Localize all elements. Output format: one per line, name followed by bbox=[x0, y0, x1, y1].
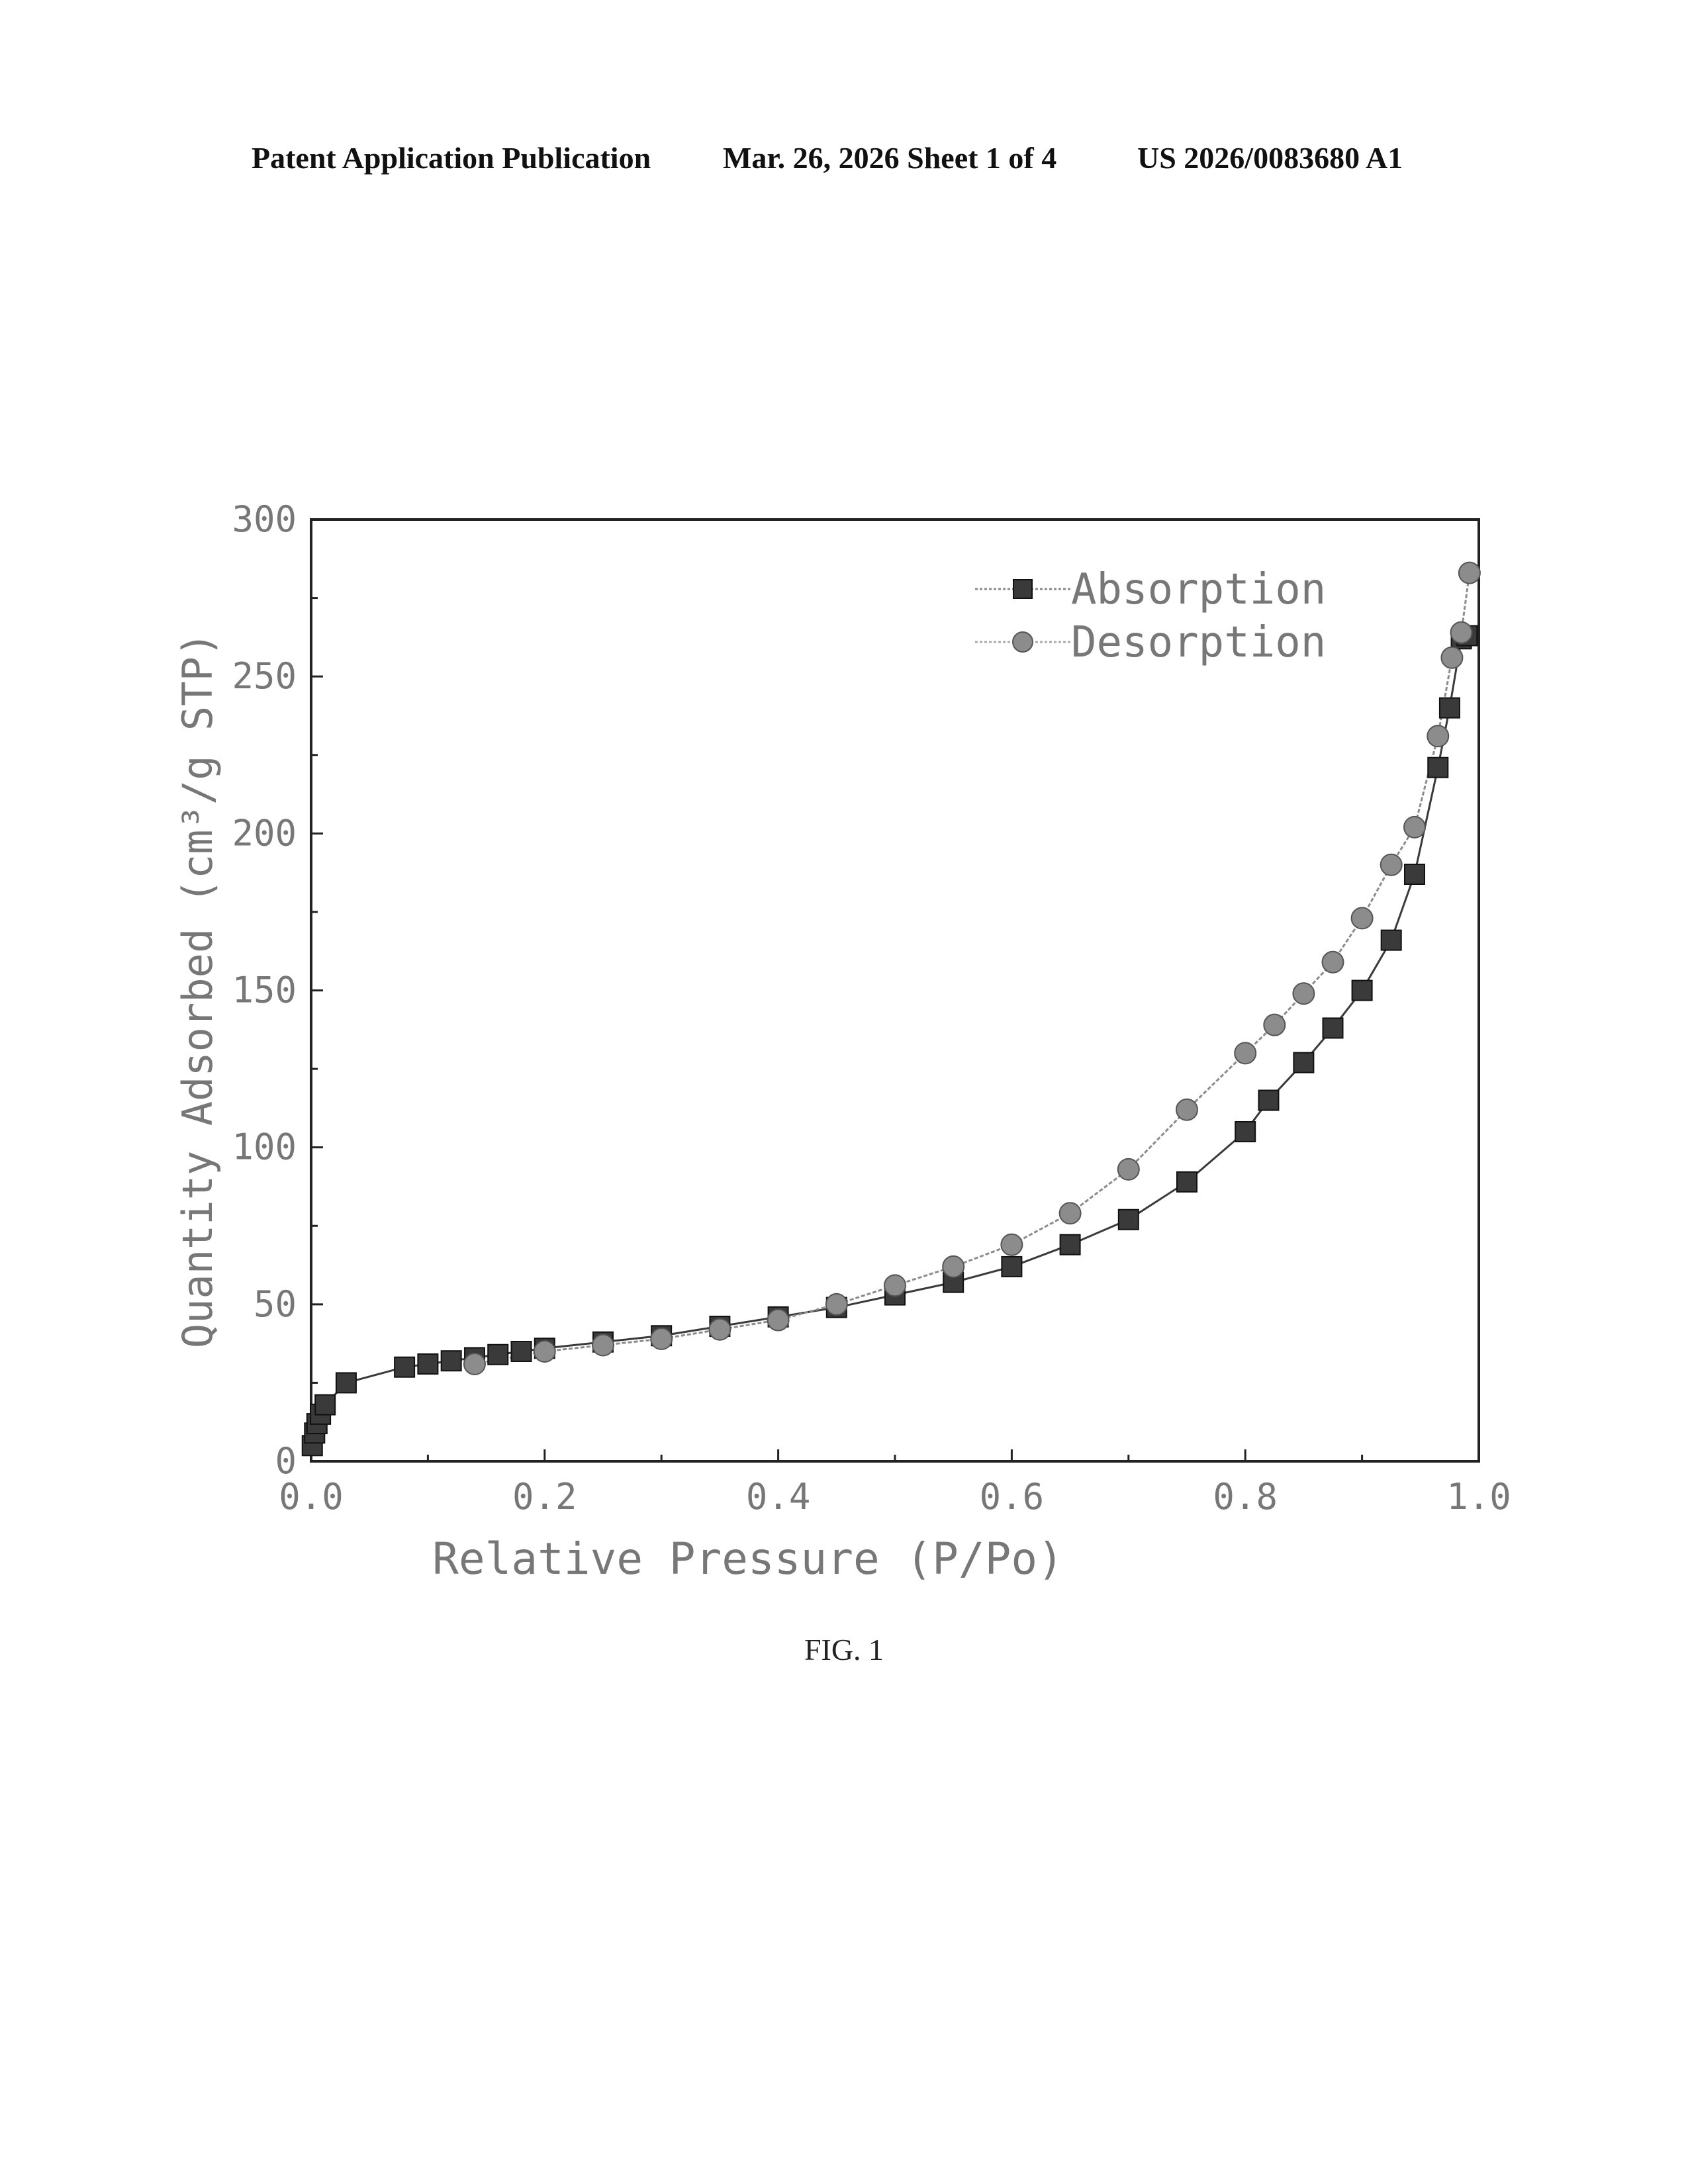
publication-date-sheet: Mar. 26, 2026 Sheet 1 of 4 bbox=[723, 141, 1057, 175]
y-tick-label: 0 bbox=[275, 1440, 297, 1482]
desorption-point bbox=[1350, 907, 1374, 930]
x-tick-label: 1.0 bbox=[1446, 1476, 1511, 1518]
desorption-point bbox=[533, 1340, 556, 1363]
absorption-point bbox=[440, 1350, 462, 1372]
absorption-point bbox=[1403, 863, 1425, 885]
desorption-point bbox=[592, 1334, 614, 1357]
y-tick-label: 50 bbox=[254, 1283, 297, 1325]
absorption-point bbox=[314, 1394, 336, 1416]
desorption-point bbox=[1458, 561, 1481, 584]
publication-label: Patent Application Publication bbox=[252, 141, 651, 175]
desorption-point bbox=[1292, 982, 1315, 1005]
legend-label-desorption: Desorption bbox=[1071, 618, 1326, 667]
desorption-point bbox=[1440, 646, 1464, 669]
x-tick-label: 0.6 bbox=[980, 1476, 1045, 1518]
y-axis-label: Quantity Adsorbed (cm³/g STP) bbox=[173, 632, 222, 1349]
x-tick-label: 0.4 bbox=[746, 1476, 811, 1518]
tick-labels: 0.0 0.2 0.4 0.6 0.8 1.0 0 50 100 150 200 250 300 bbox=[232, 498, 1511, 1518]
desorption-point bbox=[650, 1328, 673, 1351]
desorption-point bbox=[1234, 1042, 1257, 1065]
y-tick-label: 300 bbox=[232, 498, 297, 540]
y-tick-label: 200 bbox=[232, 812, 297, 854]
legend-marker-absorption bbox=[1013, 579, 1033, 599]
desorption-point bbox=[1321, 950, 1344, 974]
y-tick-label: 100 bbox=[232, 1126, 297, 1168]
absorption-point bbox=[1380, 929, 1402, 951]
x-axis-label: Relative Pressure (P/Po) bbox=[432, 1533, 1064, 1584]
publication-number: US 2026/0083680 A1 bbox=[1137, 141, 1403, 175]
desorption-point bbox=[1117, 1158, 1140, 1181]
desorption-point bbox=[1450, 621, 1473, 644]
x-tick-label: 0.8 bbox=[1213, 1476, 1278, 1518]
series-line-desorption bbox=[474, 572, 1471, 1365]
desorption-point bbox=[1176, 1098, 1198, 1121]
data-markers bbox=[301, 561, 1481, 1457]
absorption-point bbox=[1001, 1255, 1023, 1277]
absorption-point bbox=[1293, 1052, 1315, 1073]
legend-marker-desorption bbox=[1012, 631, 1033, 653]
legend: Absorption Desorption bbox=[975, 565, 1326, 667]
absorption-point bbox=[1235, 1120, 1256, 1142]
x-tick-label: 0.2 bbox=[512, 1476, 577, 1518]
absorption-point bbox=[1438, 697, 1460, 719]
absorption-point bbox=[1059, 1234, 1081, 1255]
desorption-point bbox=[1058, 1202, 1082, 1225]
desorption-point bbox=[1380, 853, 1403, 876]
desorption-point bbox=[1427, 725, 1450, 748]
absorption-point bbox=[394, 1356, 416, 1378]
desorption-point bbox=[884, 1274, 906, 1297]
desorption-point bbox=[463, 1352, 486, 1375]
isotherm-chart: 0.0 0.2 0.4 0.6 0.8 1.0 0 50 100 150 200 250 300 Abs… bbox=[173, 498, 1511, 1584]
desorption-point bbox=[1263, 1013, 1286, 1036]
desorption-point bbox=[767, 1308, 790, 1332]
legend-label-absorption: Absorption bbox=[1071, 565, 1326, 614]
y-tick-label: 250 bbox=[232, 655, 297, 697]
absorption-point bbox=[1427, 756, 1449, 778]
desorption-point bbox=[1000, 1233, 1023, 1256]
desorption-point bbox=[825, 1293, 848, 1316]
series-line-absorption bbox=[311, 635, 1468, 1446]
absorption-point bbox=[1176, 1171, 1197, 1193]
desorption-point bbox=[708, 1318, 731, 1341]
absorption-point bbox=[1117, 1208, 1139, 1230]
absorption-point bbox=[1322, 1017, 1344, 1039]
desorption-point bbox=[1403, 815, 1426, 839]
absorption-point bbox=[417, 1353, 439, 1375]
absorption-point bbox=[335, 1372, 357, 1394]
figure-caption: FIG. 1 bbox=[804, 1633, 884, 1666]
absorption-point bbox=[510, 1340, 532, 1362]
absorption-point bbox=[487, 1343, 509, 1365]
absorption-point bbox=[1258, 1089, 1280, 1111]
series-lines bbox=[311, 572, 1471, 1446]
desorption-point bbox=[942, 1255, 965, 1278]
y-tick-label: 150 bbox=[232, 970, 297, 1011]
absorption-point bbox=[1351, 979, 1373, 1001]
x-tick-label: 0.0 bbox=[279, 1476, 344, 1518]
